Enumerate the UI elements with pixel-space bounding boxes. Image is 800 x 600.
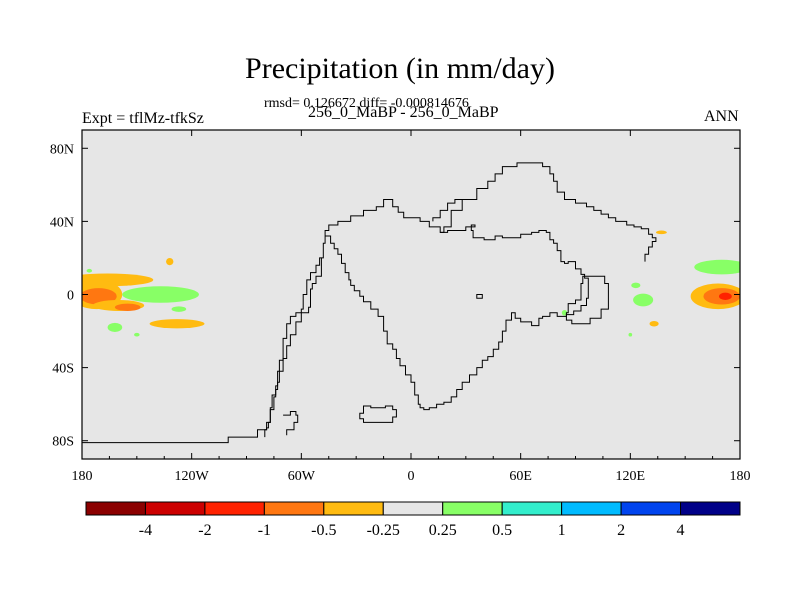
colorbar-label: 4 — [677, 522, 685, 539]
colorbar-label: 2 — [617, 522, 625, 539]
anomaly-patch-7 — [122, 286, 199, 303]
anomaly-layer — [82, 230, 740, 337]
anomaly-patch-10 — [134, 332, 140, 337]
colorbar-swatch-0 — [85, 501, 146, 516]
y-tick-label: 0 — [67, 289, 74, 304]
anomaly-patch-14 — [718, 292, 732, 300]
coastline-americas — [82, 199, 589, 444]
anomaly-patch-18 — [655, 230, 667, 235]
anomaly-patch-15 — [694, 259, 740, 275]
colorbar-swatch-6 — [442, 501, 503, 516]
x-tick-label: 120E — [616, 469, 646, 484]
coastline-rift-basin — [432, 199, 463, 222]
x-tick-label: 120W — [175, 469, 210, 484]
colorbar-label: -0.25 — [367, 522, 400, 539]
anomaly-patch-5 — [166, 257, 174, 266]
coastline-americas-west — [264, 257, 322, 438]
colorbar-label: -1 — [258, 522, 271, 539]
anomaly-patch-6 — [149, 319, 205, 329]
x-tick-label: 60W — [288, 469, 316, 484]
colorbar-swatch-8 — [561, 501, 622, 516]
coastline-east-highlands — [440, 162, 657, 262]
colorbar-swatch-1 — [144, 501, 206, 516]
coastline-ant-margin — [283, 411, 299, 436]
y-tick-label: 80N — [50, 142, 74, 157]
anomaly-patch-17 — [631, 282, 641, 289]
colorbar-label: 0.25 — [429, 522, 457, 539]
colorbar-swatch-4 — [323, 501, 384, 516]
anomaly-patch-4 — [114, 303, 141, 311]
case-label: 256_0_MaBP - 256_0_MaBP — [308, 104, 499, 121]
anomaly-patch-16 — [633, 293, 654, 307]
x-tick-label: 0 — [408, 469, 415, 484]
coastline-inner-ring — [565, 275, 609, 325]
colorbar: -4 -2 -1 -0.5 -0.25 0.25 0.5 1 2 4 — [85, 501, 741, 539]
stats-text: rmsd= 0.126672 diff= -0.000814676 — [264, 96, 469, 111]
coastline-antarctic-island — [359, 405, 397, 423]
anomaly-patch-8 — [171, 306, 187, 312]
experiment-label: Expt = tflMz-tfkSz — [82, 110, 204, 127]
season-label: ANN — [704, 108, 739, 125]
colorbar-label: 0.5 — [492, 522, 512, 539]
anomaly-patch-19 — [649, 321, 659, 327]
colorbar-swatch-3 — [263, 501, 325, 516]
colorbar-swatch-2 — [204, 501, 265, 516]
anomaly-patch-2 — [82, 288, 117, 305]
colorbar-swatch-5 — [382, 501, 444, 516]
anomaly-patch-21 — [628, 332, 633, 337]
colorbar-swatch-9 — [620, 501, 682, 516]
y-tick-label: 40N — [50, 215, 74, 230]
anomaly-patch-9 — [107, 322, 123, 332]
colorbar-label: 1 — [558, 522, 566, 539]
coastline-west-lake — [476, 294, 483, 299]
x-tick-label: 60E — [509, 469, 532, 484]
anomaly-patch-11 — [86, 268, 93, 273]
coastline-layer — [82, 162, 657, 444]
colorbar-label: -2 — [198, 522, 211, 539]
x-tick-label: 180 — [730, 469, 751, 484]
colorbar-label: -0.5 — [311, 522, 336, 539]
chart-title: Precipitation (in mm/day) — [245, 52, 555, 85]
y-tick-label: 80S — [52, 435, 74, 450]
axes: 180 120W 60W 0 60E 120E 180 80N 40N 0 40S 80S — [50, 130, 751, 484]
x-tick-label: 180 — [72, 469, 93, 484]
colorbar-swatch-7 — [501, 501, 563, 516]
y-tick-label: 40S — [52, 362, 74, 377]
colorbar-swatch-10 — [680, 501, 741, 516]
colorbar-label: -4 — [139, 522, 152, 539]
